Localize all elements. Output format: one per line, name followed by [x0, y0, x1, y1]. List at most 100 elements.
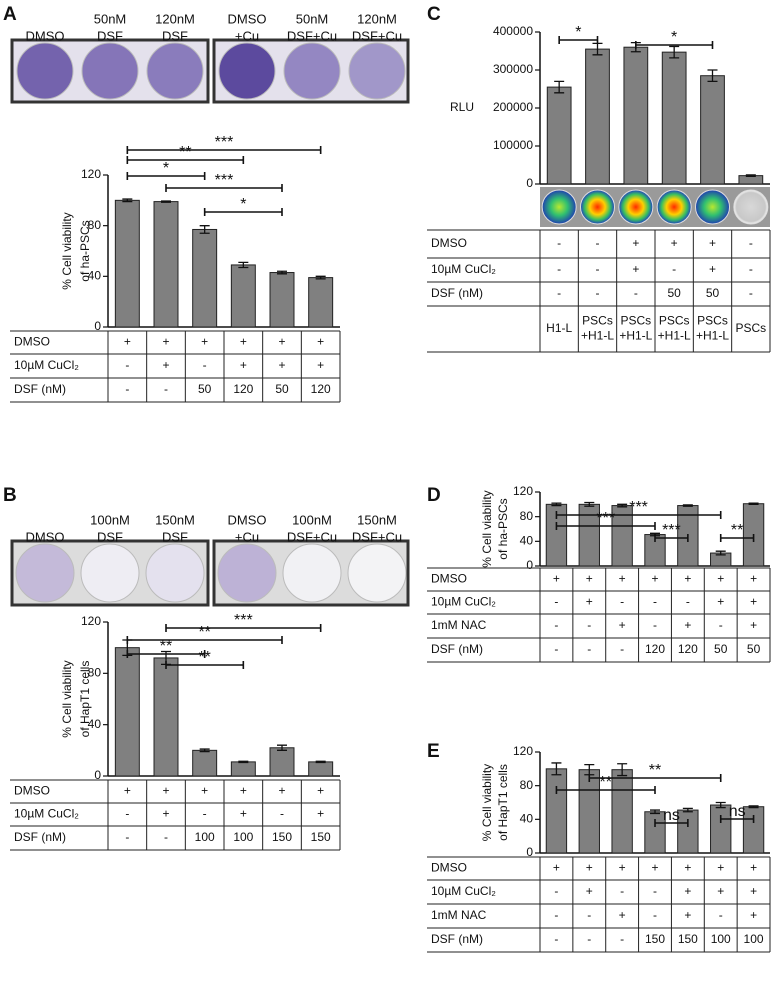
- well-label: 50nM: [94, 11, 127, 26]
- table-cell: -: [620, 595, 624, 609]
- significance-bracket: [555, 511, 722, 519]
- table-cell: -: [596, 286, 600, 300]
- bar: [192, 749, 218, 777]
- well: [80, 543, 140, 603]
- table-cell: +: [651, 572, 658, 586]
- luminescence-well: [618, 189, 654, 225]
- well: [145, 543, 205, 603]
- table-cell: -: [587, 908, 591, 922]
- error-bar: [715, 801, 726, 809]
- significance-label: ***: [234, 612, 253, 629]
- row-label: DSF (nM): [431, 932, 483, 946]
- well-label: DMSO: [228, 11, 267, 26]
- significance-bracket: [126, 172, 206, 180]
- bar: [308, 761, 334, 777]
- bar: [308, 277, 334, 328]
- well: [81, 42, 139, 100]
- well-label: DSF: [162, 529, 188, 544]
- well: [348, 42, 406, 100]
- significance-bracket: [635, 41, 714, 49]
- panel-letter: D: [427, 485, 441, 506]
- table-cell: +: [553, 572, 560, 586]
- significance-label: ***: [215, 172, 234, 189]
- table-cell: PSCs: [659, 314, 690, 328]
- table-cell: -: [749, 286, 753, 300]
- significance-bracket: [555, 522, 656, 530]
- y-tick-label: 100000: [493, 138, 533, 152]
- error-bar: [238, 760, 249, 764]
- table-cell: +: [750, 884, 757, 898]
- y-tick-label: 200000: [493, 100, 533, 114]
- table-cell: -: [164, 830, 168, 844]
- well-label: +Cu: [235, 529, 259, 544]
- y-tick-label: 0: [94, 319, 101, 333]
- row-label: DMSO: [431, 236, 467, 250]
- table-cell: +: [709, 236, 716, 250]
- significance-label: **: [160, 638, 172, 655]
- y-axis-label: of ha-PSCs: [496, 498, 510, 559]
- table-cell: +: [162, 807, 169, 821]
- bar: [611, 769, 633, 854]
- table-cell: -: [587, 932, 591, 946]
- significance-bracket: [165, 661, 245, 669]
- table-cell: +: [278, 358, 285, 372]
- table-cell: +: [717, 861, 724, 875]
- table-cell: +: [586, 884, 593, 898]
- table-cell: +: [684, 572, 691, 586]
- row-label: DMSO: [431, 572, 467, 586]
- table-cell: H1-L: [546, 321, 572, 335]
- table-cell: +: [619, 618, 626, 632]
- error-bar: [238, 261, 249, 269]
- table-cell: +: [586, 861, 593, 875]
- table-cell: 120: [645, 642, 665, 656]
- table-cell: PSCs: [620, 314, 651, 328]
- table-cell: -: [125, 358, 129, 372]
- table-cell: -: [587, 618, 591, 632]
- table-cell: -: [749, 262, 753, 276]
- table-cell: 50: [275, 382, 289, 396]
- y-tick-label: 40: [520, 534, 534, 548]
- significance-label: **: [179, 144, 191, 161]
- table-cell: -: [557, 236, 561, 250]
- table-cell: +H1-L: [581, 329, 614, 343]
- error-bar: [617, 763, 628, 777]
- y-tick-label: 0: [526, 558, 533, 572]
- y-tick-label: 80: [520, 509, 534, 523]
- table-cell: -: [280, 807, 284, 821]
- table-cell: 50: [747, 642, 761, 656]
- well: [16, 42, 74, 100]
- well-label: 50nM: [296, 11, 329, 26]
- error-bar: [551, 762, 562, 776]
- table-cell: -: [749, 236, 753, 250]
- table-cell: 150: [311, 830, 331, 844]
- well: [282, 543, 342, 603]
- y-tick-label: 120: [513, 484, 533, 498]
- significance-label: **: [198, 649, 210, 666]
- significance-label: ns: [729, 803, 746, 820]
- well-label: 100nM: [90, 512, 130, 527]
- table-cell: 100: [195, 830, 215, 844]
- row-label: 10µM CuCl₂: [14, 807, 79, 821]
- error-bar: [122, 198, 133, 203]
- table-cell: +: [240, 358, 247, 372]
- table-cell: 100: [744, 932, 764, 946]
- bar: [578, 769, 600, 854]
- significance-label: *: [163, 160, 169, 177]
- row-label: DMSO: [14, 335, 50, 349]
- significance-label: **: [731, 522, 743, 539]
- well: [218, 42, 276, 100]
- significance-label: ***: [662, 522, 681, 539]
- error-bar: [199, 748, 210, 753]
- table-cell: +: [651, 861, 658, 875]
- bar: [661, 51, 687, 185]
- table-cell: PSCs: [582, 314, 613, 328]
- table-cell: 100: [233, 830, 253, 844]
- row-label: 1mM NAC: [431, 908, 487, 922]
- well-label: DSF: [162, 28, 188, 43]
- table-cell: -: [634, 286, 638, 300]
- significance-label: **: [198, 624, 210, 641]
- table-cell: +: [709, 262, 716, 276]
- error-bar: [551, 502, 562, 507]
- table-cell: +: [162, 784, 169, 798]
- well: [15, 543, 75, 603]
